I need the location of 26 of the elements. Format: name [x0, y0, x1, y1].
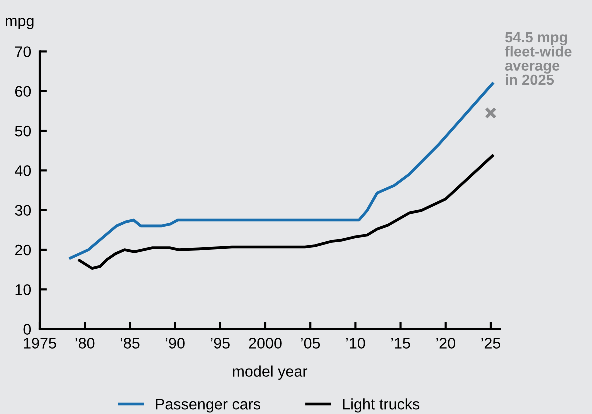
y-tick-label: 50 [15, 126, 32, 137]
x-tick-label: ’25 [482, 338, 501, 349]
x-tick-label: 2000 [249, 338, 282, 349]
y-axis-title: mpg [6, 18, 34, 30]
x-tick-label: ’10 [346, 338, 366, 349]
x-tick-label: ’05 [301, 338, 320, 349]
x-tick-label: ’15 [392, 338, 410, 349]
x-tick-label: ’20 [436, 338, 456, 349]
y-tick-label: 70 [15, 46, 32, 58]
x-axis-title: model year [233, 366, 308, 380]
line-series [78, 154, 494, 270]
y-tick-label: 10 [16, 284, 32, 296]
y-tick-label: 60 [15, 86, 32, 98]
line-series [69, 82, 494, 260]
legend-label: Passenger cars [156, 399, 261, 413]
legend-label: Light trucks [343, 398, 420, 413]
text: 54.5 mpg fleet-wide average in 2025 [505, 32, 572, 86]
y-tick-label: 20 [15, 244, 32, 256]
y-tick-label: 0 [24, 324, 32, 335]
y-tick-label: 40 [15, 166, 32, 176]
y-tick-label: 30 [15, 205, 32, 216]
x-tick-label: 1975 [24, 338, 56, 349]
x-tick-label: ’80 [76, 338, 95, 349]
x-tick-label: ’85 [120, 338, 140, 349]
x-tick-label: ’90 [166, 338, 185, 349]
x-tick-label: ’95 [211, 338, 230, 349]
